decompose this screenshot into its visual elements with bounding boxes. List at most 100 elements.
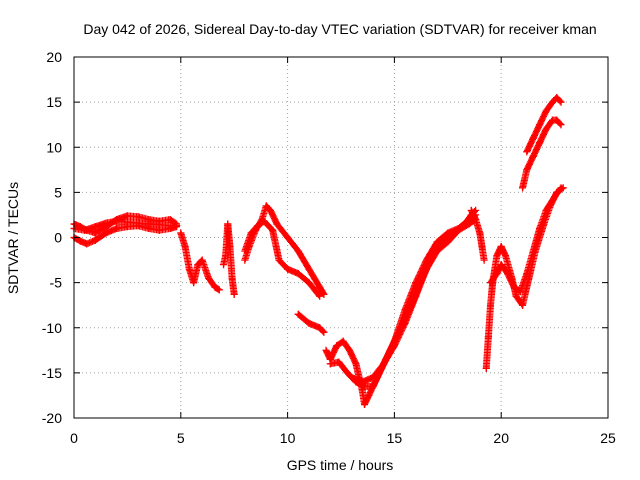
data-point [294,310,302,318]
data-point [553,94,561,102]
y-tick-label: -15 [42,365,62,381]
data-point [529,247,537,255]
data-point [83,240,91,248]
series-trace-n [487,184,565,296]
data-point [269,226,277,234]
data-point [536,121,544,129]
data-point [224,220,232,228]
data-point [284,265,292,273]
data-point [536,139,544,147]
series-trace-p [523,94,565,156]
data-point [523,270,531,278]
data-point [553,116,561,124]
chart-title: Day 042 of 2026, Sidereal Day-to-day VTE… [83,21,596,37]
data-point [536,224,544,232]
data-point [173,222,181,230]
data-point [542,125,550,133]
data-point [166,215,174,223]
data-point [339,337,347,345]
series-trace-k [348,215,480,386]
data-point [542,107,550,115]
data-point [190,279,198,287]
x-tick-label: 10 [280,430,296,446]
x-tick-label: 20 [493,430,509,446]
data-point [348,373,356,381]
data-point [294,270,302,278]
data-point [333,342,341,350]
data-point [198,256,206,264]
data-point [529,134,537,142]
data-point [335,358,343,366]
data-point [205,274,213,282]
y-tick-label: 5 [54,184,62,200]
data-point [365,391,373,399]
data-point [294,247,302,255]
data-point [267,206,275,214]
data-point [91,229,99,237]
data-point [501,252,509,260]
y-tick-label: -20 [42,410,62,426]
data-point [504,270,512,278]
data-point [247,229,255,237]
data-point [228,274,236,282]
data-point [497,243,505,251]
data-point [369,382,377,390]
data-point [482,364,490,372]
y-axis-label: SDTVAR / TECUs [5,182,21,294]
data-point [316,283,324,291]
data-point [134,219,142,227]
data-point [181,243,189,251]
data-point [343,369,351,377]
y-tick-label: 10 [46,139,62,155]
data-point [358,378,366,386]
data-point [316,324,324,332]
data-point [123,212,131,220]
data-point [275,256,283,264]
y-tick-label: 0 [54,230,62,246]
data-point [211,283,219,291]
axes: 0 5 10 15 20 25 -20 -15 -10 -5 0 5 10 15 20 [42,49,616,446]
data-point [519,301,527,309]
series-trace-e [220,220,238,298]
data-point [220,261,228,269]
data-point [548,98,556,106]
data-point [465,220,473,228]
x-tick-label: 15 [387,430,403,446]
data-point [177,229,185,237]
x-tick-label: 0 [70,430,78,446]
data-point [484,333,492,341]
y-tick-label: 15 [46,94,62,110]
data-point [476,229,484,237]
x-axis-label: GPS time / hours [287,457,394,473]
data-point [320,328,328,336]
data-point [215,286,223,294]
data-point [352,360,360,368]
data-point [155,221,163,229]
data-point [241,256,249,264]
data-point [102,219,110,227]
data-point [305,319,313,327]
data-point [360,400,368,408]
data-point [76,237,84,245]
data-point [557,121,565,129]
data-point [433,247,441,255]
data-point [322,346,330,354]
data-point [467,206,475,214]
data-point [134,213,142,221]
data-point [454,226,462,234]
data-point [529,152,537,160]
series-trace-g [241,217,324,300]
data-point [493,270,501,278]
data-point [523,148,531,156]
data-point [510,283,518,291]
data-point [487,301,495,309]
x-tick-label: 5 [177,430,185,446]
data-point [185,265,193,273]
data-point [262,202,270,210]
data-point [512,292,520,300]
data-point [519,184,527,192]
data-point [230,290,238,298]
y-tick-label: 20 [46,49,62,65]
data-point [273,220,281,228]
data-point [551,193,559,201]
